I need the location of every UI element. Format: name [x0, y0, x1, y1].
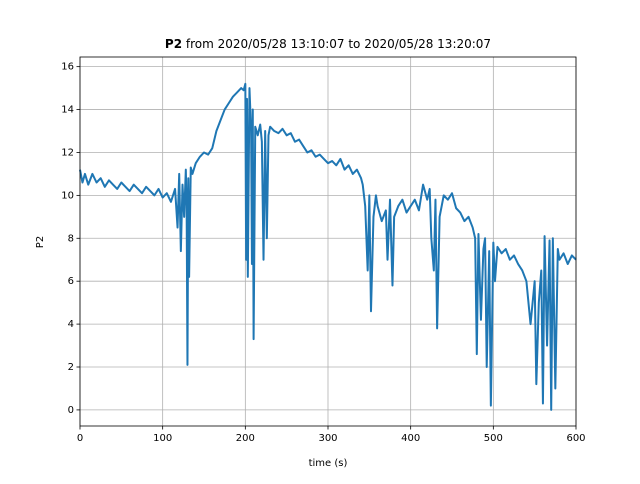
title-bold: P2 — [165, 37, 182, 51]
title-rest: from 2020/05/28 13:10:07 to 2020/05/28 1… — [186, 37, 491, 51]
y-tick-label: 10 — [61, 190, 74, 201]
x-tick-label: 400 — [401, 433, 420, 444]
y-tick-label: 2 — [68, 362, 74, 373]
y-tick-label: 14 — [61, 105, 74, 116]
data-line — [79, 82, 577, 411]
y-axis-label: P2 — [35, 236, 46, 248]
x-tick-label: 300 — [318, 433, 337, 444]
x-tick-label: 600 — [566, 433, 585, 444]
y-tick-label: 12 — [61, 147, 74, 158]
plot-frame — [79, 56, 577, 427]
y-tick-label: 6 — [68, 276, 74, 287]
x-tick-label: 200 — [236, 433, 255, 444]
y-tick-label: 0 — [68, 405, 74, 416]
x-tick-label: 500 — [484, 433, 503, 444]
x-axis-label: time (s) — [309, 458, 348, 469]
y-tick-label: 16 — [61, 62, 74, 73]
x-tick-label: 0 — [77, 433, 83, 444]
y-tick-label: 8 — [68, 233, 74, 244]
y-tick-label: 4 — [68, 319, 74, 330]
x-tick-label: 100 — [153, 433, 172, 444]
chart-title: P2 from 2020/05/28 13:10:07 to 2020/05/2… — [165, 37, 491, 51]
